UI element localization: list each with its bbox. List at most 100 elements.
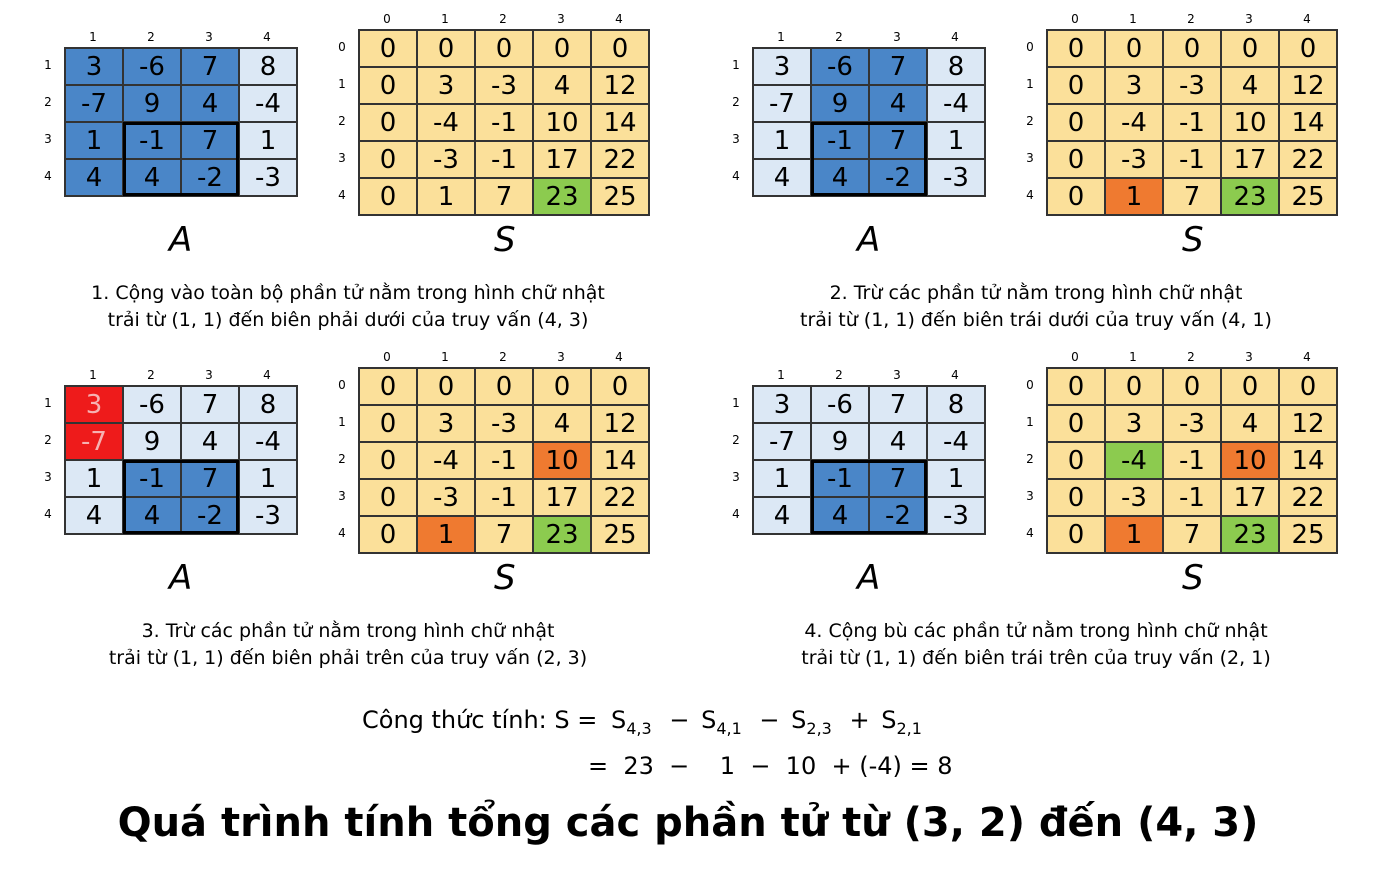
- a-row-header: 3: [732, 132, 740, 146]
- matrix-s-cell: 25: [591, 178, 649, 215]
- matrix-s-cell: 1: [1105, 178, 1163, 215]
- a-col-header: 4: [263, 30, 271, 44]
- matrix-s-cell: -1: [1163, 141, 1221, 178]
- matrix-a-cell: -6: [811, 386, 869, 423]
- matrix-s-cell: 3: [417, 67, 475, 104]
- matrix-s-cell: 0: [533, 30, 591, 67]
- a-col-header: 1: [89, 368, 97, 382]
- matrix-a-cell: -6: [123, 48, 181, 85]
- page-title: Quá trình tính tổng các phần tử từ (3, 2…: [117, 800, 1259, 846]
- matrix-s-label: S: [494, 558, 516, 598]
- matrix-s-cell: 0: [1047, 516, 1105, 553]
- matrix-a-cell: 9: [123, 423, 181, 460]
- a-row-header: 3: [44, 132, 52, 146]
- matrix-s-grid: 0 0 0 0 0 0 3 -3 4 12 0 -4 -1 10 14 0 -3 -1 17 22 0 1 7 23 25: [1046, 367, 1338, 554]
- matrix-a-cell: 9: [123, 85, 181, 122]
- s-col-header: 4: [1303, 350, 1311, 364]
- matrix-s-cell: 12: [1279, 67, 1337, 104]
- matrix-a-cell: 4: [811, 159, 869, 196]
- s-row-header: 0: [1026, 40, 1034, 54]
- matrix-s-cell: -4: [417, 104, 475, 141]
- matrix-a-cell: -2: [181, 497, 239, 534]
- s-col-header: 3: [557, 12, 565, 26]
- step-caption-line-2: trải từ (1, 1) đến biên trái trên của tr…: [801, 647, 1271, 669]
- s-col-header: 2: [1187, 350, 1195, 364]
- matrix-s-cell: 23: [533, 516, 591, 553]
- matrix-s-cell: 17: [533, 479, 591, 516]
- formula-sign-3: −: [759, 706, 780, 734]
- matrix-s-cell: 7: [475, 178, 533, 215]
- matrix-s-label: S: [1182, 558, 1204, 598]
- step-panel-2: 1 2 3 4 1 2 3 4 3 -6 7 8 -7 9 4 -4 1 -1 7 1 4 4 -2 -3 0 1 2 3 4 0 1 2 3 4…: [732, 12, 1356, 338]
- formula-line-1: Công thức tính: S = S4,3 − S4,1 − S2,3 +…: [362, 706, 922, 738]
- matrix-a-cell: 1: [753, 122, 811, 159]
- matrix-s-label: S: [1182, 220, 1204, 260]
- formula-term-3: S2,3: [791, 706, 832, 738]
- matrix-a-cell: -4: [239, 423, 297, 460]
- a-col-header: 4: [951, 368, 959, 382]
- matrix-s-cell: -3: [417, 141, 475, 178]
- matrix-a-cell: 8: [927, 48, 985, 85]
- matrix-a-cell: -1: [811, 122, 869, 159]
- formula-sign-2: −: [669, 706, 690, 734]
- matrix-s-cell: 0: [417, 30, 475, 67]
- matrix-s-cell: 12: [591, 67, 649, 104]
- formula-line-2: = 23 − 1 − 10 + (-4) = 8: [588, 752, 953, 780]
- matrix-s-cell: -3: [1105, 479, 1163, 516]
- a-row-header: 1: [44, 58, 52, 72]
- matrix-a-cell: 4: [123, 159, 181, 196]
- matrix-a-cell: 1: [239, 460, 297, 497]
- s-col-header: 4: [615, 350, 623, 364]
- matrix-a-cell: -1: [811, 460, 869, 497]
- matrix-s-cell: 0: [1221, 30, 1279, 67]
- matrix-a-cell: 1: [927, 460, 985, 497]
- matrix-a-cell: 7: [869, 122, 927, 159]
- step-caption-line-1: 3. Trừ các phần tử nằm trong hình chữ nh…: [141, 620, 555, 642]
- matrix-s-cell: 0: [591, 30, 649, 67]
- matrix-s-cell: -3: [475, 67, 533, 104]
- matrix-a-cell: 4: [181, 423, 239, 460]
- a-col-header: 3: [893, 30, 901, 44]
- matrix-s-cell: 0: [1047, 368, 1105, 405]
- step-caption-line-2: trải từ (1, 1) đến biên phải dưới của tr…: [107, 309, 589, 331]
- a-col-header: 2: [147, 30, 155, 44]
- matrix-a-cell: 8: [239, 48, 297, 85]
- matrix-s-cell: -1: [475, 104, 533, 141]
- matrix-a-cell: 4: [181, 85, 239, 122]
- matrix-a-cell: 7: [181, 48, 239, 85]
- s-col-header: 0: [1071, 350, 1079, 364]
- matrix-s-cell: 4: [533, 67, 591, 104]
- matrix-s-cell: -3: [1163, 67, 1221, 104]
- s-row-header: 3: [1026, 151, 1034, 165]
- step-caption-line-1: 2. Trừ các phần tử nằm trong hình chữ nh…: [829, 282, 1243, 304]
- matrix-a-cell: 7: [869, 386, 927, 423]
- matrix-s-cell: 10: [533, 442, 591, 479]
- a-col-header: 4: [951, 30, 959, 44]
- s-col-header: 1: [1129, 12, 1137, 26]
- matrix-a-cell: 4: [123, 497, 181, 534]
- matrix-a-cell: 3: [753, 386, 811, 423]
- s-col-header: 4: [1303, 12, 1311, 26]
- s-col-header: 3: [557, 350, 565, 364]
- matrix-a-cell: 7: [181, 460, 239, 497]
- s-row-header: 0: [1026, 378, 1034, 392]
- matrix-s-cell: -1: [475, 141, 533, 178]
- a-col-header: 2: [835, 30, 843, 44]
- s-row-header: 2: [338, 114, 346, 128]
- matrix-a-cell: -7: [65, 423, 123, 460]
- matrix-s-cell: 7: [1163, 178, 1221, 215]
- s-row-header: 4: [1026, 188, 1034, 202]
- matrix-a-cell: 8: [927, 386, 985, 423]
- matrix-s-cell: 3: [1105, 67, 1163, 104]
- matrix-s-cell: 17: [533, 141, 591, 178]
- matrix-s-cell: 0: [359, 516, 417, 553]
- matrix-s-cell: 0: [1105, 30, 1163, 67]
- matrix-a-grid: 3 -6 7 8 -7 9 4 -4 1 -1 7 1 4 4 -2 -3: [752, 385, 986, 535]
- step-panel-1: 1 2 3 4 1 2 3 4 3 -6 7 8 -7 9 4 -4 1 -1 7 1 4 4 -2 -3 0 1 2 3 4 0 1 2 3 4…: [44, 12, 668, 338]
- matrix-s-cell: 0: [359, 30, 417, 67]
- s-col-header: 3: [1245, 350, 1253, 364]
- matrix-s-cell: 0: [1105, 368, 1163, 405]
- matrix-a-cell: -2: [869, 159, 927, 196]
- matrix-s-grid: 0 0 0 0 0 0 3 -3 4 12 0 -4 -1 10 14 0 -3 -1 17 22 0 1 7 23 25: [358, 367, 650, 554]
- matrix-s-cell: 22: [591, 141, 649, 178]
